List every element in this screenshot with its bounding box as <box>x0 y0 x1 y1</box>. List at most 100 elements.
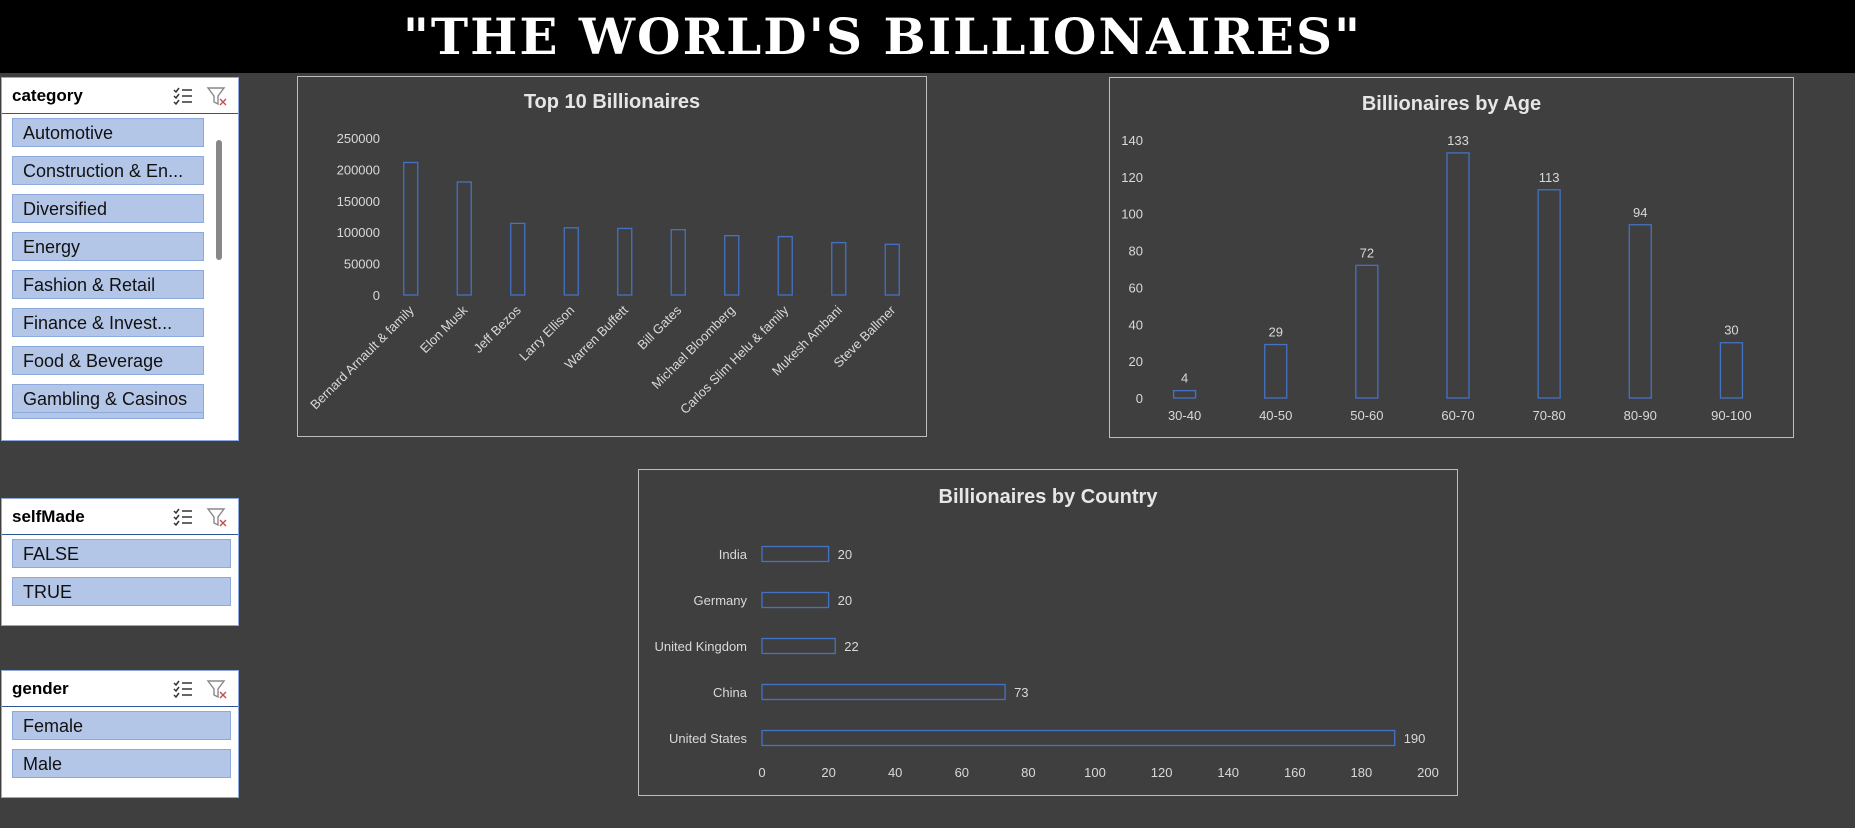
y-tick-label: 80 <box>1129 244 1143 259</box>
bar-4 <box>761 729 1396 747</box>
data-label: 113 <box>1539 170 1560 185</box>
y-tick-label: 60 <box>1129 280 1143 295</box>
x-tick-label: Elon Musk <box>417 302 471 356</box>
chart-age-svg: 0 20 40 60 80 100 120 140 4 30-40 29 40-50 72 50-60 13… <box>1121 133 1751 423</box>
bar-3 <box>1446 152 1470 399</box>
y-tick-label: 0 <box>373 288 380 303</box>
clear-filter-icon[interactable] <box>206 506 228 528</box>
chart-top10-svg: 0 50000 100000 150000 200000 250000 Bernard Ar… <box>307 131 900 417</box>
y-tick-label: 150000 <box>337 194 380 209</box>
slicer-item[interactable]: Diversified <box>12 194 204 223</box>
clear-filter-icon[interactable] <box>206 85 228 107</box>
data-label: 22 <box>844 639 858 654</box>
bar-8 <box>831 241 847 296</box>
x-tick-label: 180 <box>1351 765 1373 780</box>
slicer-title: selfMade <box>12 506 85 526</box>
multi-select-icon[interactable] <box>172 678 194 700</box>
x-tick-label: 140 <box>1217 765 1239 780</box>
bar-0 <box>761 545 830 563</box>
x-tick-label: 80-90 <box>1624 408 1657 423</box>
multi-select-icon[interactable] <box>172 506 194 528</box>
dashboard-title: "THE WORLD'S BILLIONAIRES" <box>402 7 1363 66</box>
y-tick-label: 0 <box>1136 391 1143 406</box>
y-tick-label: India <box>719 547 748 562</box>
slicer-item[interactable]: Finance & Invest... <box>12 308 204 337</box>
data-label: 190 <box>1404 731 1426 746</box>
slicer-item[interactable]: Gambling & Casinos <box>12 384 204 413</box>
data-label: 133 <box>1447 133 1469 148</box>
slicer-header: gender <box>2 671 238 707</box>
bar-1 <box>456 181 472 296</box>
clear-filter-icon[interactable] <box>206 678 228 700</box>
x-tick-label: 160 <box>1284 765 1306 780</box>
chart-age: Billionaires by Age 0 20 40 60 80 100 120 140 4 3… <box>1109 77 1794 438</box>
slicer-scrollbar[interactable] <box>216 140 222 260</box>
multi-select-icon[interactable] <box>172 85 194 107</box>
x-tick-label: 40-50 <box>1259 408 1292 423</box>
bar-7 <box>777 235 793 296</box>
bar-4 <box>617 227 633 296</box>
bar-5 <box>670 229 686 296</box>
bar-3 <box>761 683 1006 701</box>
y-tick-label: 140 <box>1121 133 1143 148</box>
y-tick-label: United Kingdom <box>655 639 748 654</box>
bar-6 <box>724 235 740 296</box>
bar-4 <box>1537 189 1561 399</box>
x-tick-label: 50-60 <box>1350 408 1383 423</box>
x-tick-label: 60 <box>955 765 969 780</box>
chart-title: Top 10 Billionaires <box>523 91 701 113</box>
y-tick-label: 100 <box>1121 207 1143 222</box>
chart-country-svg: 0 20 40 60 80 100 120 140 160 180 200 India 20 German… <box>655 545 1439 780</box>
data-label: 72 <box>1360 245 1374 260</box>
x-tick-label: 40 <box>888 765 902 780</box>
data-label: 30 <box>1724 323 1738 338</box>
bar-3 <box>563 227 579 296</box>
y-tick-label: 250000 <box>337 131 380 146</box>
data-label: 4 <box>1181 371 1188 386</box>
x-tick-label: 20 <box>821 765 835 780</box>
y-tick-label: 20 <box>1129 354 1143 369</box>
data-label: 73 <box>1014 685 1028 700</box>
x-tick-label: 80 <box>1021 765 1035 780</box>
bar-5 <box>1628 224 1652 399</box>
x-tick-label: 30-40 <box>1168 408 1201 423</box>
x-tick-label: Bill Gates <box>634 302 684 352</box>
slicer-item[interactable]: Male <box>12 749 231 778</box>
slicer-item[interactable]: Female <box>12 711 231 740</box>
chart-top10: Top 10 Billionaires 0 50000 100000 150000 20… <box>297 76 927 437</box>
x-tick-label: 100 <box>1084 765 1106 780</box>
data-label: 29 <box>1268 325 1282 340</box>
slicer-item[interactable]: Fashion & Retail <box>12 270 204 299</box>
bar-0 <box>403 161 419 296</box>
slicer-gender: gender Female Male <box>1 670 239 798</box>
data-label: 20 <box>838 547 852 562</box>
y-tick-label: 100000 <box>337 225 380 240</box>
slicer-item[interactable]: Automotive <box>12 118 204 147</box>
y-tick-label: Germany <box>694 593 748 608</box>
slicer-item[interactable]: Energy <box>12 232 204 261</box>
bar-9 <box>884 243 900 296</box>
x-tick-label: 200 <box>1417 765 1439 780</box>
x-tick-label: 0 <box>758 765 765 780</box>
x-tick-label: Carlos Slim Helu & family <box>677 302 792 417</box>
slicer-item[interactable]: FALSE <box>12 539 231 568</box>
y-tick-label: China <box>713 685 748 700</box>
y-tick-label: 50000 <box>344 257 380 272</box>
x-tick-label: 70-80 <box>1533 408 1566 423</box>
slicer-item[interactable]: Food & Beverage <box>12 346 204 375</box>
slicer-category: category Automotive Construction & En... D… <box>1 77 239 441</box>
slicer-item[interactable]: TRUE <box>12 577 231 606</box>
x-tick-label: Bernard Arnault & family <box>307 302 417 412</box>
data-label: 20 <box>838 593 852 608</box>
bar-2 <box>510 222 526 296</box>
bar-2 <box>1355 264 1379 399</box>
y-tick-label: 200000 <box>337 162 380 177</box>
slicer-title: gender <box>12 678 69 698</box>
bar-2 <box>761 637 836 655</box>
chart-title: Billionaires by Age <box>1361 93 1542 115</box>
data-label: 94 <box>1633 205 1647 220</box>
banner: "THE WORLD'S BILLIONAIRES" <box>0 0 1855 73</box>
slicer-item[interactable]: Construction & En... <box>12 156 204 185</box>
y-tick-label: United States <box>669 731 748 746</box>
bar-6 <box>1719 342 1744 399</box>
